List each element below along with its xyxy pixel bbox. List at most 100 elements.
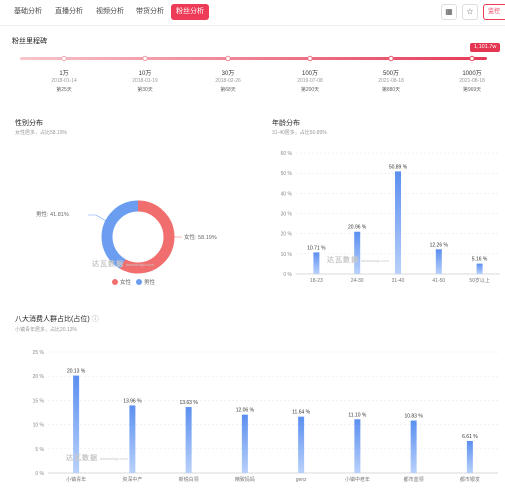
milestone-track (20, 55, 487, 62)
bar (476, 263, 483, 274)
tab-basic[interactable]: 基础分析 (14, 8, 42, 15)
x-tick-label: 新锐白领 (179, 476, 199, 483)
gender-subtitle: 女性居多，占比58.19% (15, 130, 67, 136)
y-tick-label: 15 % (33, 398, 45, 404)
x-tick-label: 资深中产 (122, 476, 142, 483)
milestone-days: 第969天 (462, 87, 482, 93)
tab-fans[interactable]: 粉丝分析 (171, 4, 209, 20)
milestone-days: 第880天 (381, 87, 401, 93)
y-tick-label: 40 % (281, 191, 293, 197)
bar-value-label: 13.63 % (179, 400, 198, 406)
y-tick-label: 50 % (281, 171, 293, 177)
gender-label-female: 女性: 58.19% (184, 235, 217, 241)
x-tick-label: 都市蓝领 (404, 476, 424, 483)
bar (73, 375, 80, 473)
milestone-date: 2018-01-19 (132, 78, 158, 84)
milestone-date: 2021-08-18 (378, 78, 404, 84)
y-tick-label: 60 % (281, 151, 293, 157)
bar-value-label: 20.96 % (348, 225, 367, 231)
x-tick-label: 精致妈妈 (235, 476, 255, 483)
current-fans-badge: 1,101.7w (470, 43, 501, 52)
x-tick-label: 18-23 (310, 278, 323, 284)
gender-title: 性别分布 (15, 120, 43, 127)
legend-female: 女性 (112, 278, 131, 286)
bar-value-label: 50.89 % (389, 164, 408, 170)
info-icon: ⓘ (91, 316, 99, 323)
milestone-title: 粉丝里程碑 (12, 38, 47, 45)
milestone-value: 30万 (221, 71, 235, 77)
tab-live[interactable]: 直播分析 (55, 8, 83, 15)
x-tick-label: 24-30 (351, 278, 364, 284)
bar (241, 414, 248, 473)
tab-video[interactable]: 视频分析 (96, 8, 124, 15)
y-tick-label: 0 % (35, 471, 44, 477)
y-tick-label: 0 % (283, 272, 292, 278)
bar-value-label: 20.13 % (67, 369, 86, 375)
age-subtitle: 31-40居多，占比50.89% (272, 130, 327, 136)
tab-sales[interactable]: 带货分析 (136, 8, 164, 15)
x-tick-label: 31-40 (392, 278, 405, 284)
donut-slice-male (101, 200, 175, 274)
bar (185, 407, 192, 473)
milestone-date: 2018-01-14 (51, 78, 77, 84)
x-tick-label: genz (296, 477, 307, 483)
milestone-date: 2018-02-26 (215, 78, 241, 84)
age-title: 年龄分布 (272, 120, 300, 127)
milestone-days: 第200天 (300, 87, 320, 93)
y-tick-label: 20 % (281, 232, 293, 238)
bar-value-label: 10.83 % (404, 414, 423, 420)
milestone-days: 第68天 (220, 87, 236, 93)
milestone-date: 2019-07-08 (297, 78, 323, 84)
y-tick-label: 20 % (33, 374, 45, 380)
milestone-value: 1000万 (462, 71, 482, 77)
watermark: 达瓦数据 dawashuju.com (66, 455, 128, 462)
bar-value-label: 12.26 % (430, 242, 449, 248)
milestone-date: 2021-08-18 (459, 78, 485, 84)
y-tick-label: 10 % (33, 423, 45, 429)
bar (313, 252, 320, 274)
bar-value-label: 11.10 % (348, 412, 367, 418)
crowd-subtitle: 小镇青年居多，占比20.13% (15, 327, 77, 333)
milestone-value: 100万 (301, 71, 318, 77)
milestone-value: 500万 (382, 71, 399, 77)
qrcode-icon[interactable]: ▦ (441, 4, 457, 20)
x-tick-label: 小镇青年 (66, 476, 86, 483)
monitor-button[interactable]: 监控 (483, 4, 505, 20)
y-tick-label: 10 % (281, 252, 293, 258)
bar (395, 171, 401, 274)
crowd-bar-chart: 0 % 5 % 10 % 15 % 20 % 25 % 20.13 % 小镇青年 13.96 %… (33, 350, 498, 483)
bar-value-label: 12.06 % (236, 408, 255, 414)
x-tick-label: 小镇中老年 (345, 476, 370, 483)
gender-label-male: 男性: 41.81% (36, 212, 69, 218)
x-tick-label: 41-50 (432, 278, 445, 284)
y-tick-label: 5 % (35, 447, 44, 453)
crowd-title: 八大消费人群占比(占位) ⓘ (15, 316, 99, 323)
bar (129, 405, 136, 473)
milestone-value: 1万 (59, 71, 69, 77)
gender-donut-chart (88, 200, 182, 274)
bar-value-label: 6.61 % (462, 434, 478, 440)
bar (298, 416, 305, 473)
age-bar-chart: 0 % 10 % 20 % 30 % 40 % 50 % 60 % 10.71 % 18-23 2… (281, 151, 500, 284)
x-tick-label: 50岁以上 (469, 277, 490, 284)
milestone-days: 第25天 (56, 87, 72, 93)
bar-value-label: 11.64 % (292, 410, 311, 416)
bar-value-label: 13.96 % (123, 398, 142, 404)
top-nav: 基础分析 直播分析 视频分析 带货分析 粉丝分析 ▦ ☆ 监控 (0, 0, 505, 26)
bar (435, 249, 442, 274)
milestone-value: 10万 (138, 71, 152, 77)
x-tick-label: 都市银发 (460, 476, 480, 483)
bar-value-label: 10.71 % (307, 245, 326, 251)
bar (410, 420, 417, 473)
star-icon[interactable]: ☆ (462, 4, 478, 20)
y-tick-label: 30 % (281, 212, 293, 218)
bar (354, 419, 361, 473)
watermark: 达瓦数据 dawashuju.com (327, 257, 389, 264)
y-tick-label: 25 % (33, 350, 45, 356)
milestone-days: 第30天 (137, 87, 153, 93)
legend-male: 男性 (136, 278, 155, 286)
watermark: 达瓦数据 dawashuju.com (92, 261, 154, 268)
bar (466, 441, 473, 473)
bar (354, 231, 361, 274)
bar-value-label: 5.16 % (472, 257, 488, 263)
